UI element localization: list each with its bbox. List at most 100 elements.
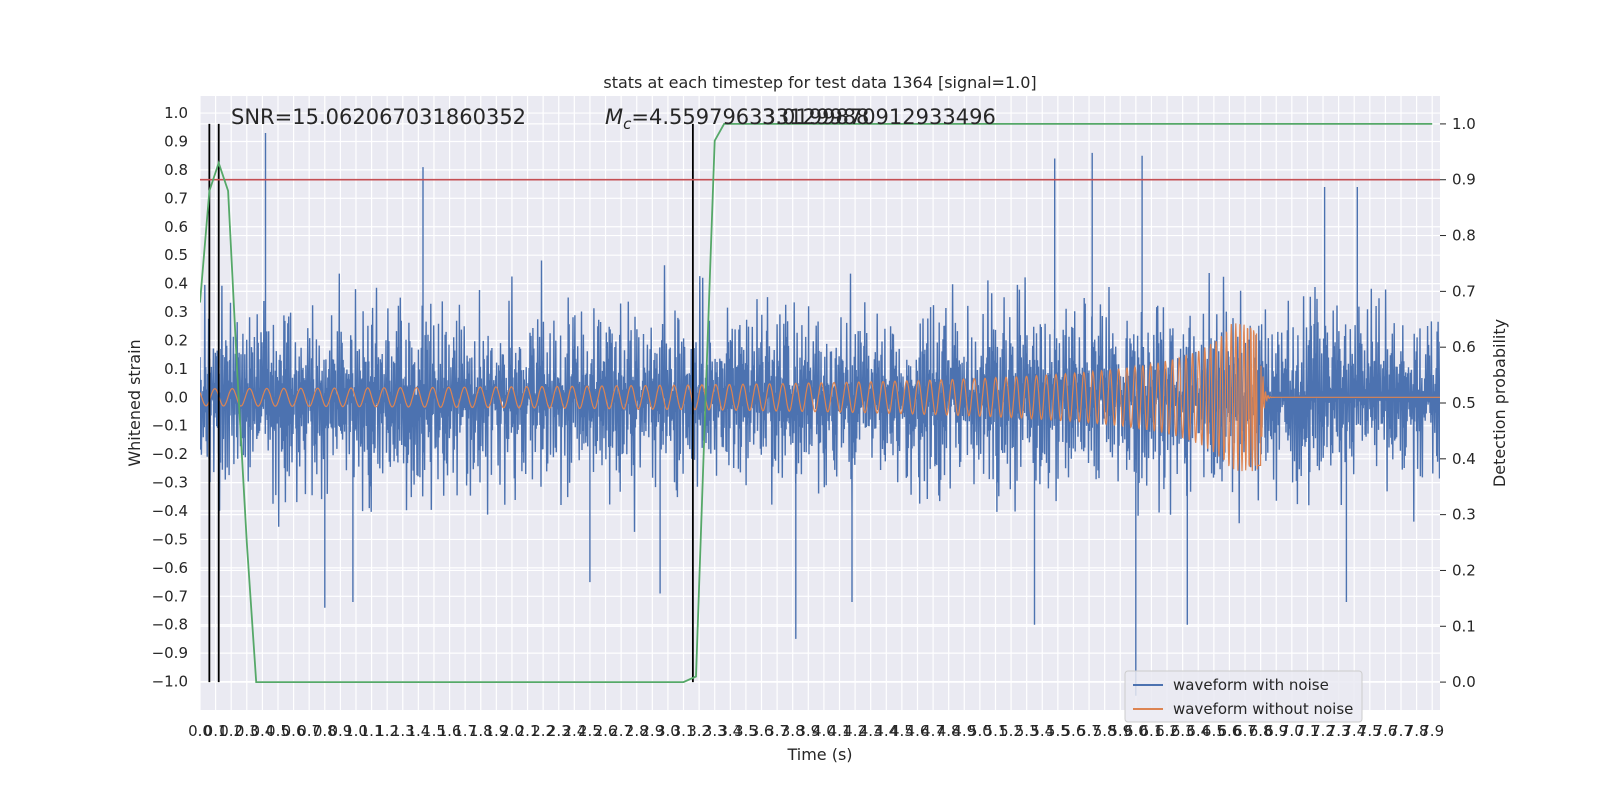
x-tick-label: 3.5 bbox=[734, 722, 758, 740]
x-tick-label: 6.5 bbox=[1202, 722, 1226, 740]
mc-value: =4.559796333129988 bbox=[631, 105, 869, 129]
x-tick-label: 5.8 bbox=[1093, 722, 1117, 740]
y-tick-label: −0.6 bbox=[152, 559, 188, 577]
x-tick-label: 0.7 bbox=[297, 722, 321, 740]
legend-box bbox=[1124, 670, 1363, 723]
y2-tick-label: 0.8 bbox=[1452, 227, 1476, 245]
x-tick-label: 0.4 bbox=[250, 722, 274, 740]
x-tick-label: 5.0 bbox=[968, 722, 992, 740]
x-tick-label: 7.9 bbox=[1420, 722, 1444, 740]
mc-subscript: c bbox=[623, 115, 632, 133]
x-tick-label: 3.9 bbox=[796, 722, 820, 740]
x-tick-label: 6.6 bbox=[1218, 722, 1242, 740]
waveform-without-noise-line bbox=[200, 323, 1440, 472]
y-tick-label: 0.5 bbox=[164, 246, 188, 264]
x-tick-label: 3.6 bbox=[750, 722, 774, 740]
x-tick-label: 2.6 bbox=[594, 722, 618, 740]
mc-symbol: M bbox=[605, 105, 623, 129]
x-tick-label: 7.8 bbox=[1405, 722, 1429, 740]
x-tick-label: 2.4 bbox=[562, 722, 586, 740]
y2-tick-label: 0.7 bbox=[1452, 282, 1476, 300]
y-tick-labels: −1.0 −0.9 −0.8 −0.7 −0.6 −0.5 −0.4 −0.3 −0.2 −0.1… bbox=[152, 104, 188, 691]
y2-tick-label: 0.6 bbox=[1452, 338, 1476, 356]
x-tick-label: 6.9 bbox=[1264, 722, 1288, 740]
y-tick-label: −0.1 bbox=[152, 417, 188, 435]
x-tick-label: 4.0 bbox=[812, 722, 836, 740]
y2-tick-labels: 0.0 0.1 0.2 0.3 0.4 0.5 0.6 0.7 0.8 0.9 1.0 bbox=[1440, 115, 1476, 691]
chart-title: stats at each timestep for test data 136… bbox=[603, 73, 1036, 92]
x-tick-label: 4.4 bbox=[874, 722, 898, 740]
x-tick-label: 2.1 bbox=[516, 722, 540, 740]
x-tick-label: 4.6 bbox=[906, 722, 930, 740]
x-tick-labels: 0.00.10.20.30.40.50.60.70.80.91.01.11.21… bbox=[188, 722, 1444, 740]
x-tick-label: 2.9 bbox=[640, 722, 664, 740]
y-tick-label: 0.9 bbox=[164, 132, 188, 150]
x-tick-label: 1.8 bbox=[469, 722, 493, 740]
x-tick-label: 0.9 bbox=[328, 722, 352, 740]
x-tick-label: 2.3 bbox=[547, 722, 571, 740]
y2-tick-label: 0.4 bbox=[1452, 450, 1476, 468]
x-tick-label: 6.2 bbox=[1155, 722, 1179, 740]
y-tick-label: 0.8 bbox=[164, 161, 188, 179]
x-tick-label: 6.7 bbox=[1233, 722, 1257, 740]
y-tick-label: −0.3 bbox=[152, 474, 188, 492]
x-tick-label: 7.7 bbox=[1389, 722, 1413, 740]
y-tick-label: 1.0 bbox=[164, 104, 188, 122]
x-tick-label: 2.5 bbox=[578, 722, 602, 740]
x-tick-label: 5.6 bbox=[1062, 722, 1086, 740]
y-tick-label: −0.5 bbox=[152, 530, 188, 548]
x-tick-label: 5.7 bbox=[1077, 722, 1101, 740]
y-axis-label: Whitened strain bbox=[125, 339, 144, 466]
x-tick-label: 2.2 bbox=[531, 722, 555, 740]
y-tick-label: 0.6 bbox=[164, 218, 188, 236]
y-tick-label: 0.0 bbox=[164, 388, 188, 406]
x-axis-label: Time (s) bbox=[786, 745, 852, 764]
x-tick-label: 6.8 bbox=[1249, 722, 1273, 740]
x-tick-label: 1.4 bbox=[406, 722, 430, 740]
x-tick-label: 6.4 bbox=[1186, 722, 1210, 740]
x-tick-label: 4.1 bbox=[828, 722, 852, 740]
x-tick-label: 4.5 bbox=[890, 722, 914, 740]
x-tick-label: 0.2 bbox=[219, 722, 243, 740]
x-tick-label: 6.3 bbox=[1171, 722, 1195, 740]
y-tick-label: −0.2 bbox=[152, 445, 188, 463]
x-tick-label: 7.5 bbox=[1358, 722, 1382, 740]
y2-tick-label: 0.3 bbox=[1452, 506, 1476, 524]
x-tick-label: 4.3 bbox=[859, 722, 883, 740]
x-tick-label: 3.2 bbox=[687, 722, 711, 740]
x-tick-label: 3.4 bbox=[718, 722, 742, 740]
x-tick-label: 3.0 bbox=[656, 722, 680, 740]
y-tick-label: 0.3 bbox=[164, 303, 188, 321]
x-tick-label: 5.3 bbox=[1015, 722, 1039, 740]
x-tick-label: 3.1 bbox=[672, 722, 696, 740]
y2-tick-label: 0.9 bbox=[1452, 171, 1476, 189]
x-tick-label: 5.9 bbox=[1108, 722, 1132, 740]
x-tick-label: 6.0 bbox=[1124, 722, 1148, 740]
x-tick-label: 7.2 bbox=[1311, 722, 1335, 740]
x-tick-label: 4.7 bbox=[921, 722, 945, 740]
x-tick-label: 5.1 bbox=[984, 722, 1008, 740]
x-tick-label: 3.7 bbox=[765, 722, 789, 740]
x-tick-label: 0.3 bbox=[235, 722, 259, 740]
x-tick-label: 0.5 bbox=[266, 722, 290, 740]
x-tick-label: 2.7 bbox=[609, 722, 633, 740]
x-tick-label: 1.9 bbox=[484, 722, 508, 740]
y-tick-label: −0.8 bbox=[152, 616, 188, 634]
x-tick-label: 1.6 bbox=[438, 722, 462, 740]
x-tick-label: 1.2 bbox=[375, 722, 399, 740]
x-tick-label: 2.8 bbox=[625, 722, 649, 740]
x-tick-label: 0.1 bbox=[204, 722, 228, 740]
x-tick-label: 7.6 bbox=[1373, 722, 1397, 740]
y2-tick-label: 0.5 bbox=[1452, 394, 1476, 412]
x-tick-label: 7.1 bbox=[1295, 722, 1319, 740]
x-tick-label: 0.6 bbox=[282, 722, 306, 740]
x-tick-label: 1.1 bbox=[360, 722, 384, 740]
legend-label-noise: waveform with noise bbox=[1173, 676, 1329, 694]
x-tick-label: 2.0 bbox=[500, 722, 524, 740]
x-tick-label: 6.1 bbox=[1140, 722, 1164, 740]
x-tick-label: 4.9 bbox=[952, 722, 976, 740]
y-tick-label: −0.4 bbox=[152, 502, 188, 520]
y2-axis-label: Detection probability bbox=[1490, 319, 1509, 487]
y2-tick-label: 0.0 bbox=[1452, 673, 1476, 691]
